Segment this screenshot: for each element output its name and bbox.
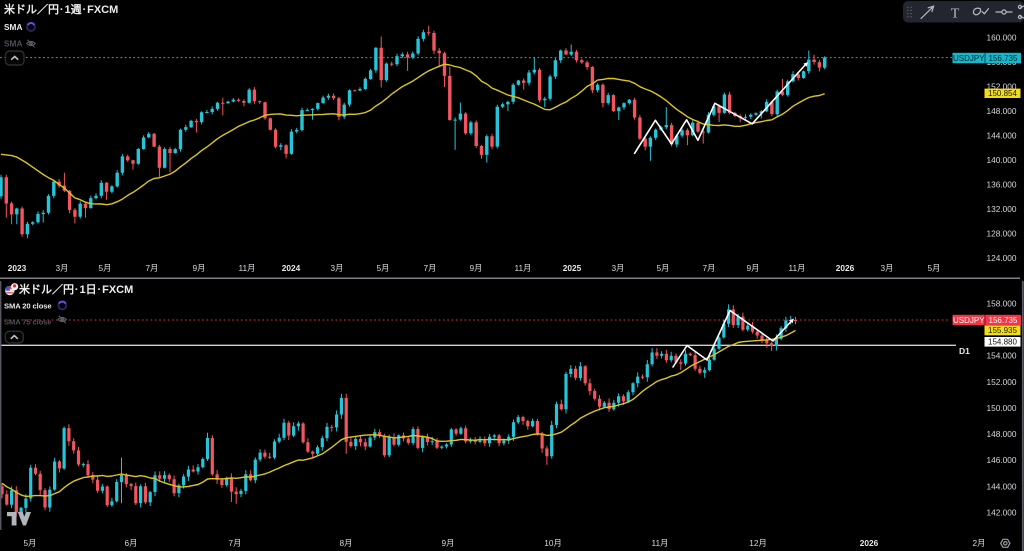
svg-text:11月: 11月 bbox=[789, 263, 806, 273]
svg-text:2月: 2月 bbox=[973, 538, 986, 548]
svg-text:3月: 3月 bbox=[56, 263, 69, 273]
svg-text:144.000: 144.000 bbox=[987, 481, 1017, 491]
svg-text:140.000: 140.000 bbox=[987, 155, 1017, 165]
svg-text:T: T bbox=[951, 7, 960, 22]
svg-text:SMA: SMA bbox=[4, 39, 22, 49]
svg-text:146.000: 146.000 bbox=[987, 455, 1017, 465]
svg-text:USDJPY: USDJPY bbox=[953, 54, 985, 63]
svg-text:2026: 2026 bbox=[836, 263, 855, 273]
svg-text:154.000: 154.000 bbox=[987, 351, 1017, 361]
svg-text:5月: 5月 bbox=[657, 263, 670, 273]
svg-text:136.000: 136.000 bbox=[987, 180, 1017, 190]
svg-text:124.000: 124.000 bbox=[987, 253, 1017, 263]
svg-text:144.000: 144.000 bbox=[987, 131, 1017, 141]
svg-text:3月: 3月 bbox=[331, 263, 344, 273]
svg-text:2024: 2024 bbox=[282, 263, 301, 273]
svg-text:9月: 9月 bbox=[747, 263, 760, 273]
svg-text:2026: 2026 bbox=[860, 538, 879, 548]
svg-text:5月: 5月 bbox=[99, 263, 112, 273]
svg-text:11月: 11月 bbox=[652, 538, 669, 548]
svg-text:2023: 2023 bbox=[8, 263, 27, 273]
svg-text:米ドル／円 · 1日 · FXCM: 米ドル／円 · 1日 · FXCM bbox=[18, 282, 133, 296]
svg-text:2025: 2025 bbox=[563, 263, 582, 273]
svg-text:152.000: 152.000 bbox=[987, 82, 1017, 92]
svg-text:SMA: SMA bbox=[4, 22, 22, 32]
svg-text:10月: 10月 bbox=[544, 538, 562, 548]
svg-text:9月: 9月 bbox=[442, 538, 455, 548]
svg-text:米ドル／円 · 1週 · FXCM: 米ドル／円 · 1週 · FXCM bbox=[3, 2, 118, 16]
svg-text:7月: 7月 bbox=[229, 538, 242, 548]
svg-text:160.000: 160.000 bbox=[987, 33, 1017, 43]
svg-text:8月: 8月 bbox=[340, 538, 353, 548]
svg-text:128.000: 128.000 bbox=[987, 229, 1017, 239]
svg-text:SMA 20 close: SMA 20 close bbox=[4, 302, 51, 311]
svg-text:12月: 12月 bbox=[749, 538, 767, 548]
svg-text:9月: 9月 bbox=[193, 263, 206, 273]
svg-text:142.000: 142.000 bbox=[987, 508, 1017, 518]
svg-text:132.000: 132.000 bbox=[987, 204, 1017, 214]
svg-text:3月: 3月 bbox=[612, 263, 625, 273]
svg-text:148.000: 148.000 bbox=[987, 429, 1017, 439]
svg-text:5月: 5月 bbox=[928, 263, 941, 273]
svg-text:6月: 6月 bbox=[125, 538, 138, 548]
svg-text:7月: 7月 bbox=[424, 263, 437, 273]
svg-text:9月: 9月 bbox=[470, 263, 483, 273]
svg-text:5月: 5月 bbox=[24, 538, 37, 548]
svg-text:5月: 5月 bbox=[377, 263, 390, 273]
svg-text:148.000: 148.000 bbox=[987, 106, 1017, 116]
svg-text:D1: D1 bbox=[959, 346, 970, 356]
svg-text:7月: 7月 bbox=[703, 263, 716, 273]
svg-text:11月: 11月 bbox=[515, 263, 532, 273]
svg-text:152.000: 152.000 bbox=[987, 377, 1017, 387]
svg-text:150.000: 150.000 bbox=[987, 403, 1017, 413]
svg-text:156.735: 156.735 bbox=[989, 54, 1018, 63]
svg-text:155.935: 155.935 bbox=[988, 326, 1017, 335]
svg-text:11月: 11月 bbox=[239, 263, 256, 273]
svg-text:158.000: 158.000 bbox=[987, 299, 1017, 309]
svg-text:3月: 3月 bbox=[881, 263, 894, 273]
svg-text:SMA 75 close: SMA 75 close bbox=[4, 318, 51, 327]
svg-text:154.880: 154.880 bbox=[988, 338, 1017, 347]
svg-text:USDJPY: USDJPY bbox=[953, 316, 985, 325]
svg-text:156.735: 156.735 bbox=[989, 316, 1018, 325]
svg-text:7月: 7月 bbox=[146, 263, 159, 273]
svg-text:150.854: 150.854 bbox=[988, 89, 1017, 98]
